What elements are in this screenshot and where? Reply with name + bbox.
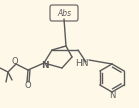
Text: N: N	[41, 60, 49, 70]
Text: N: N	[109, 91, 115, 99]
Text: O: O	[25, 82, 31, 91]
Text: O: O	[12, 56, 18, 65]
FancyBboxPatch shape	[50, 5, 78, 21]
Text: Abs: Abs	[57, 9, 71, 18]
Text: HN: HN	[75, 60, 89, 68]
Text: ···: ···	[60, 44, 68, 52]
